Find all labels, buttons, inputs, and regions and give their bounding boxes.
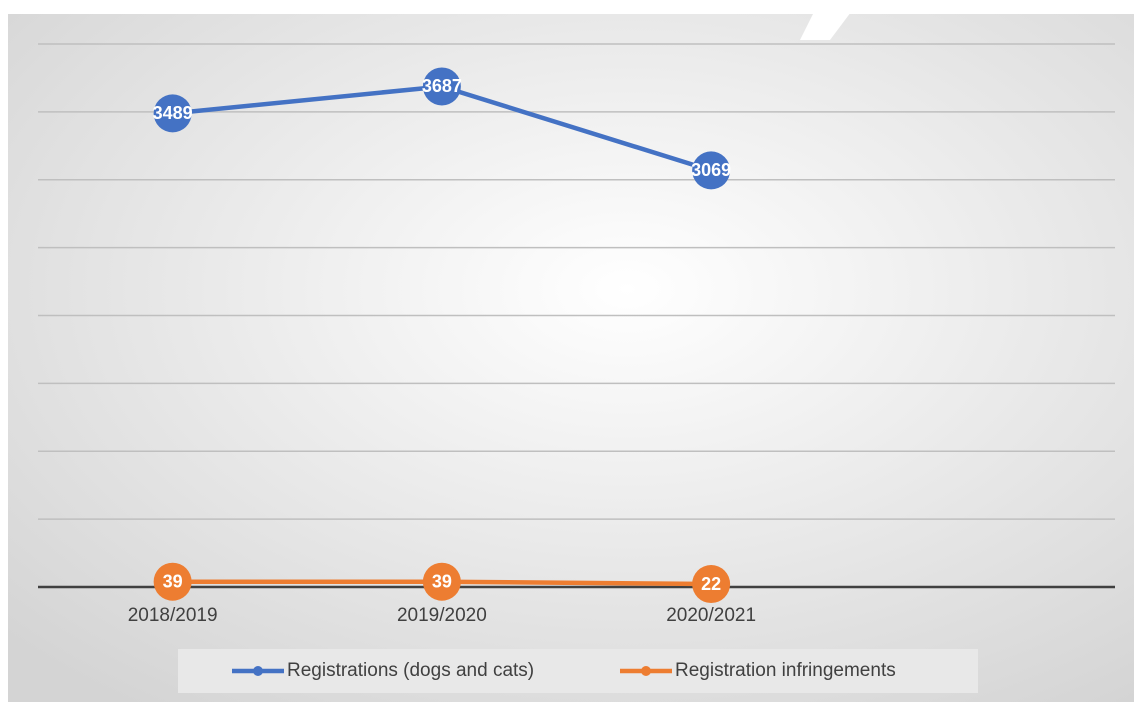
marker: [422, 562, 461, 601]
data-label: 39: [163, 571, 183, 591]
legend-marker: [253, 666, 263, 676]
marker: [153, 94, 192, 133]
legend-label: Registration infringements: [675, 660, 896, 681]
legend-label: Registrations (dogs and cats): [287, 660, 534, 681]
x-tick-label: 2018/2019: [128, 605, 218, 626]
x-tick-label: 2019/2020: [397, 605, 487, 626]
data-label: 39: [432, 571, 452, 591]
marker: [692, 151, 731, 190]
data-label: 22: [701, 574, 721, 594]
marker: [422, 67, 461, 106]
data-label: 3489: [153, 103, 193, 123]
legend-marker: [641, 666, 651, 676]
x-tick-label: 2020/2021: [666, 605, 756, 626]
marker: [692, 565, 731, 604]
data-label: 3687: [422, 76, 462, 96]
marker: [153, 562, 192, 601]
corner-shape: [800, 0, 860, 40]
data-label: 3069: [691, 160, 731, 180]
legend-box: [178, 649, 978, 693]
